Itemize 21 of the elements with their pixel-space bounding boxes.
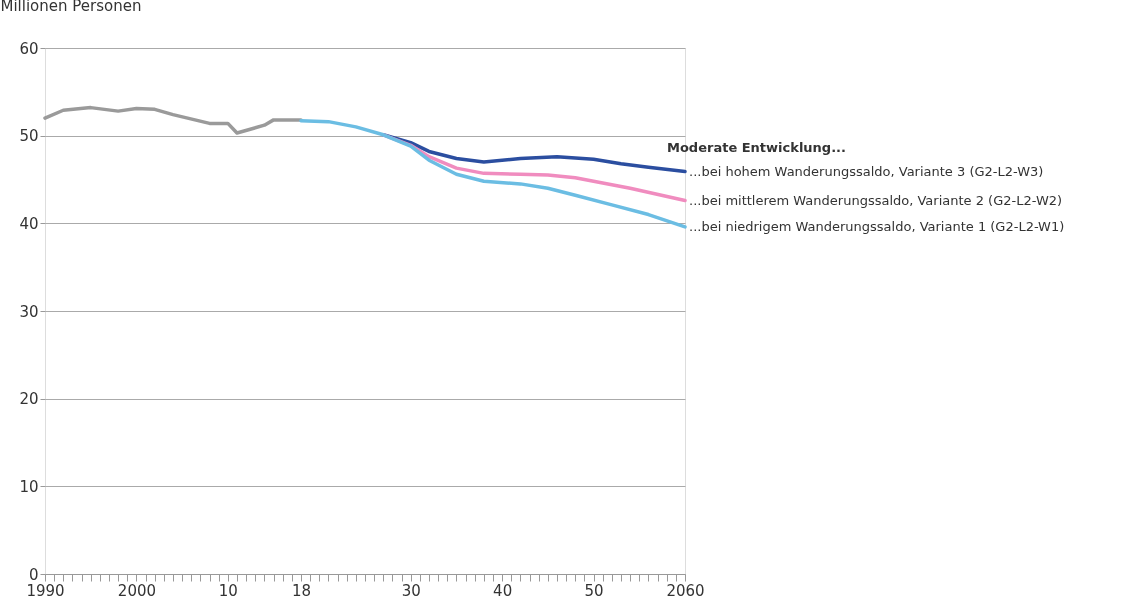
x-tick-label: 50	[584, 581, 604, 600]
y-tick-label: 0	[28, 565, 39, 584]
y-tick-label: 30	[19, 302, 39, 321]
y-tick-label: 10	[19, 477, 39, 496]
line-series	[43, 105, 303, 135]
x-tick-label: 18	[291, 581, 312, 600]
x-tick-label: 10	[218, 581, 238, 600]
legend-title: Moderate Entwicklung...	[667, 139, 846, 155]
y-tick-label: 20	[19, 390, 39, 409]
series-label: ...bei hohem Wanderungssaldo, Variante 3 (G2-L2-W3)	[689, 163, 1044, 179]
series-label: ...bei mittlerem Wanderungssaldo, Variante 2 (G2-L2-W2)	[689, 192, 1063, 208]
series-label: ...bei niedrigem Wanderungssaldo, Variante 1 (G2-L2-W1)	[689, 218, 1065, 234]
y-tick-label: 60	[19, 39, 39, 58]
y-tick-label: 40	[19, 214, 39, 233]
x-tick-label: 2060	[666, 581, 705, 600]
y-axis-title: Millionen Personen	[0, 0, 142, 15]
x-tick-label: 2000	[117, 581, 157, 600]
y-tick-label: 50	[19, 127, 39, 146]
x-tick-label: 1990	[26, 581, 65, 600]
x-tick-label: 30	[401, 581, 421, 600]
x-tick-label: 40	[493, 581, 513, 600]
